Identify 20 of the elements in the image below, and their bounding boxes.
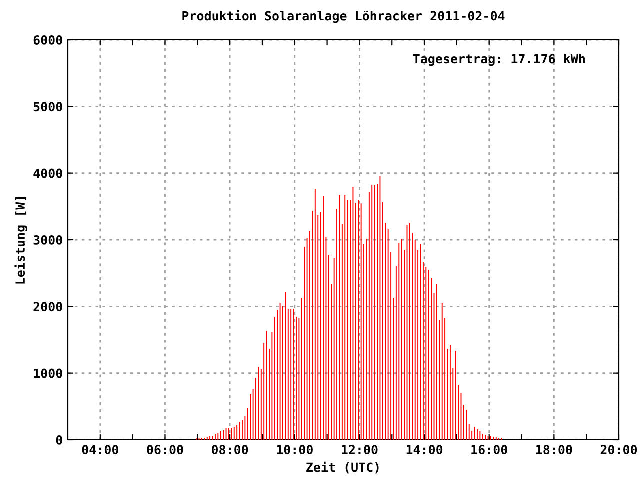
- y-tick-label: 1000: [34, 368, 62, 378]
- x-tick-label: 12:00: [342, 445, 378, 455]
- annotation: Tagesertrag: 17.176 kWh: [413, 54, 585, 66]
- x-tick-label: 08:00: [212, 445, 248, 455]
- x-tick-label: 04:00: [82, 445, 118, 455]
- y-tick-label: 2000: [34, 302, 62, 312]
- x-tick-label: 16:00: [472, 445, 508, 455]
- x-tick-label: 10:00: [277, 445, 313, 455]
- y-axis-title: Leistung [W]: [14, 197, 28, 284]
- y-tick-label: 5000: [34, 102, 62, 112]
- y-tick-label: 0: [56, 435, 62, 445]
- chart-title: Produktion Solaranlage Löhracker 2011-02-04: [182, 10, 505, 24]
- x-tick-label: 06:00: [147, 445, 184, 455]
- x-tick-label: 18:00: [536, 445, 572, 455]
- x-tick-label: 14:00: [406, 445, 443, 455]
- x-axis-title: Zeit (UTC): [306, 462, 379, 474]
- y-tick-label: 6000: [34, 35, 62, 45]
- y-tick-label: 3000: [34, 235, 62, 245]
- y-tick-label: 4000: [34, 168, 62, 178]
- x-tick-label: 20:00: [600, 445, 638, 455]
